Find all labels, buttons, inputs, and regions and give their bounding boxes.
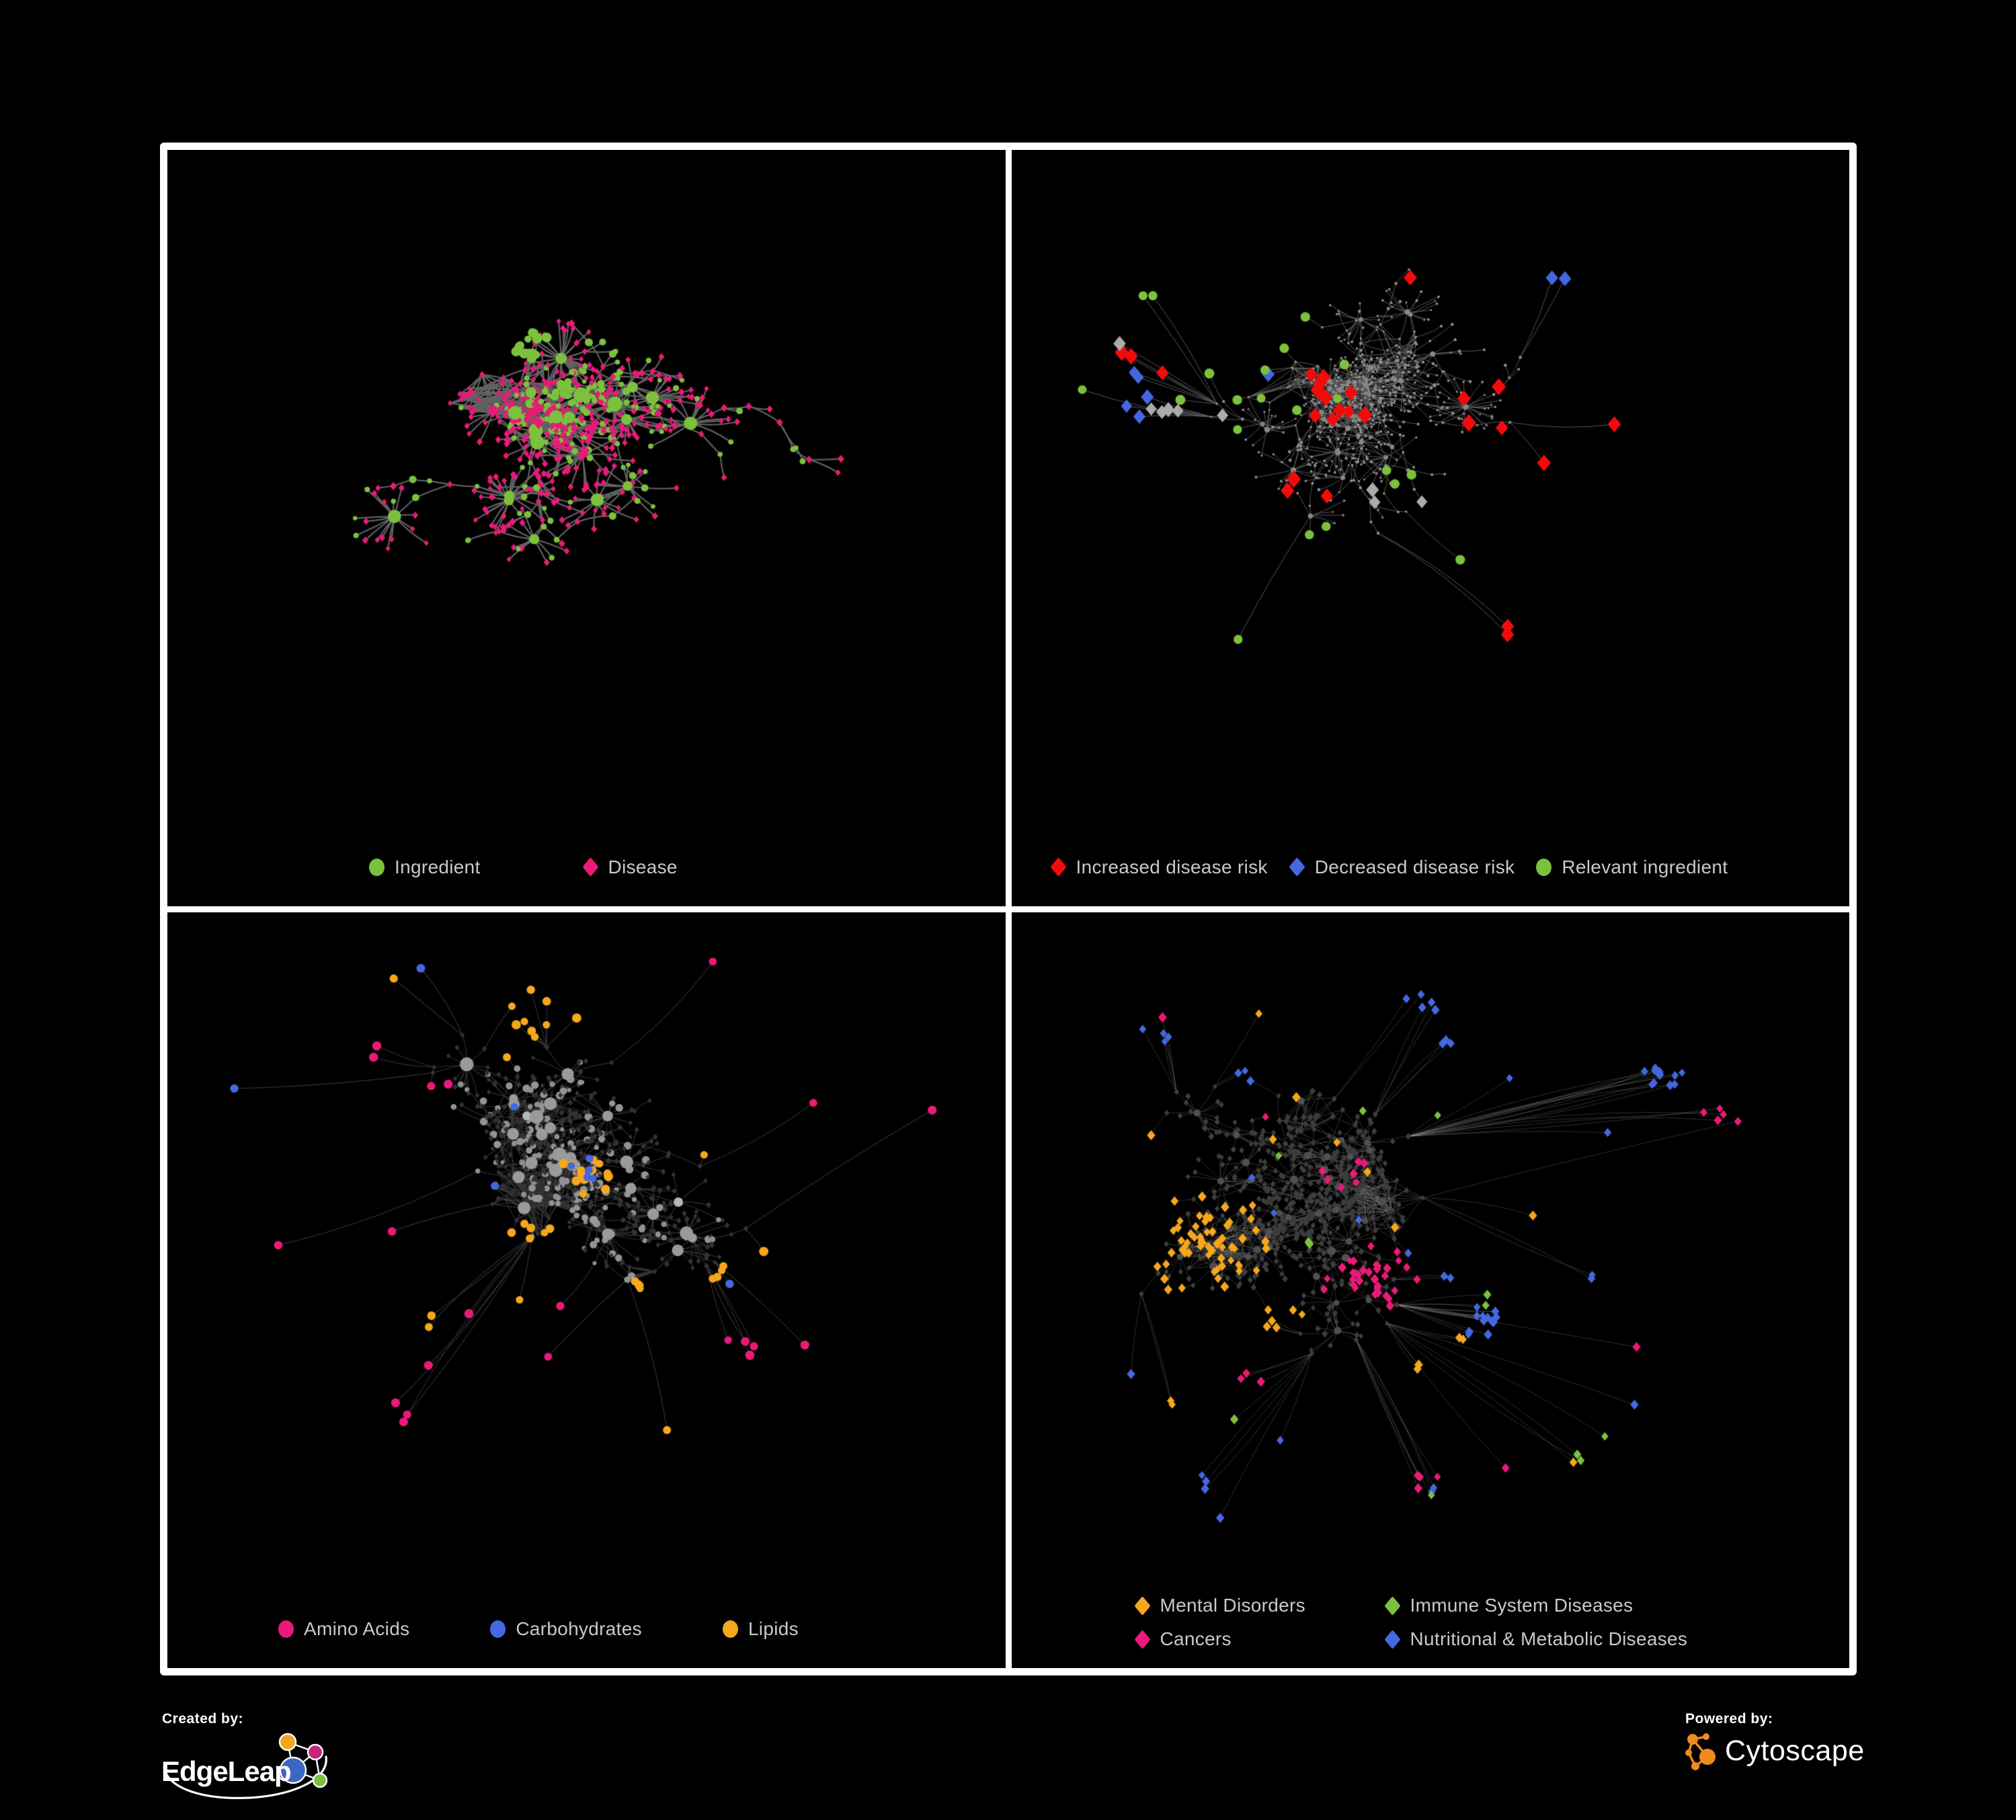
legend-label: Mental Disorders — [1160, 1595, 1305, 1616]
cancers-swatch — [1133, 1629, 1151, 1649]
edgeleap-credit: Created by: EdgeLeap — [160, 1711, 362, 1811]
immune-system-diseases-swatch — [1383, 1595, 1401, 1616]
edgeleap-green-node — [312, 1772, 328, 1788]
legend-item-decreased-risk: Decreased disease risk — [1289, 857, 1515, 878]
legend-label: Amino Acids — [304, 1618, 410, 1639]
legend-label: Lipids — [748, 1618, 799, 1639]
cytoscape-wordmark: Cytoscape — [1725, 1734, 1865, 1767]
legend-item-nutritional-metabolic-diseases: Nutritional & Metabolic Diseases — [1383, 1628, 1850, 1650]
powered-by-label: Powered by: — [1685, 1711, 1773, 1727]
network-grid-frame: Ingredient Disease Increased disease ris… — [160, 143, 1857, 1675]
legend-label: Disease — [608, 856, 678, 877]
legend-label: Decreased disease risk — [1314, 856, 1515, 877]
legend-label: Cancers — [1160, 1628, 1232, 1649]
legend-item-relevant-ingredient: Relevant ingredient — [1536, 857, 1728, 878]
ingredient-swatch — [369, 858, 385, 876]
disease-swatch — [582, 857, 599, 877]
edgeleap-network-icon — [278, 1733, 328, 1788]
ingredient-disease-network-canvas — [167, 150, 1006, 906]
legend-item-immune-system-diseases: Immune System Diseases — [1383, 1595, 1850, 1616]
carbohydrates-swatch — [490, 1620, 506, 1638]
disease-categories-network-canvas — [1011, 912, 1849, 1668]
legend-label: Ingredient — [395, 856, 481, 877]
panel-nutrients: Amino Acids Carbohydrates Lipids — [167, 912, 1006, 1668]
relevant-ingredient-swatch — [1536, 858, 1552, 876]
edgeleap-orange-node — [278, 1733, 297, 1751]
edgeleap-pink-node — [307, 1743, 324, 1761]
legend-item-ingredient: Ingredient — [369, 857, 481, 878]
cytoscape-credit: Powered by: Cytoscape — [1683, 1711, 1865, 1772]
cytoscape-icon — [1685, 1733, 1716, 1770]
legend-item-lipids: Lipids — [722, 1618, 799, 1640]
legend-item-increased-risk: Increased disease risk — [1049, 856, 1268, 878]
decreased-risk-swatch — [1289, 857, 1305, 877]
created-by-label: Created by: — [162, 1711, 244, 1727]
mental-disorders-swatch — [1133, 1595, 1151, 1616]
lipids-swatch — [722, 1620, 738, 1638]
panel-ingredient-disease: Ingredient Disease — [167, 150, 1006, 906]
legend-item-disease: Disease — [582, 856, 678, 878]
panel-disease-categories: Mental Disorders Immune System Diseases … — [1011, 912, 1850, 1668]
panel-disease-risk: Increased disease risk Decreased disease… — [1011, 150, 1850, 906]
increased-risk-swatch — [1049, 857, 1067, 877]
legend-nutrients: Amino Acids Carbohydrates Lipids — [167, 1618, 1006, 1640]
cytoscape-logo: Cytoscape — [1683, 1730, 1865, 1772]
legend-item-mental-disorders: Mental Disorders — [1133, 1595, 1385, 1616]
nutritional-metabolic-diseases-swatch — [1383, 1629, 1401, 1649]
legend-disease-risk: Increased disease risk Decreased disease… — [1012, 857, 1850, 878]
legend-label: Relevant ingredient — [1562, 856, 1728, 877]
legend-label: Immune System Diseases — [1410, 1595, 1634, 1616]
disease-risk-network-canvas — [1011, 150, 1849, 906]
legend-label: Increased disease risk — [1076, 856, 1268, 877]
amino-acids-swatch — [278, 1620, 294, 1638]
edgeleap-logo: EdgeLeap — [161, 1733, 328, 1799]
legend-item-amino-acids: Amino Acids — [278, 1618, 409, 1640]
legend-ingredient-disease: Ingredient Disease — [167, 857, 1006, 878]
edgeleap-blue-node — [279, 1756, 307, 1784]
legend-item-cancers: Cancers — [1133, 1628, 1385, 1650]
legend-disease-categories: Mental Disorders Immune System Diseases … — [1012, 1595, 1850, 1650]
legend-label: Nutritional & Metabolic Diseases — [1410, 1628, 1688, 1649]
edgeleap-wordmark: EdgeLeap — [161, 1755, 291, 1787]
legend-item-carbohydrates: Carbohydrates — [490, 1618, 642, 1640]
legend-label: Carbohydrates — [516, 1618, 642, 1639]
nutrients-network-canvas — [167, 912, 1006, 1668]
